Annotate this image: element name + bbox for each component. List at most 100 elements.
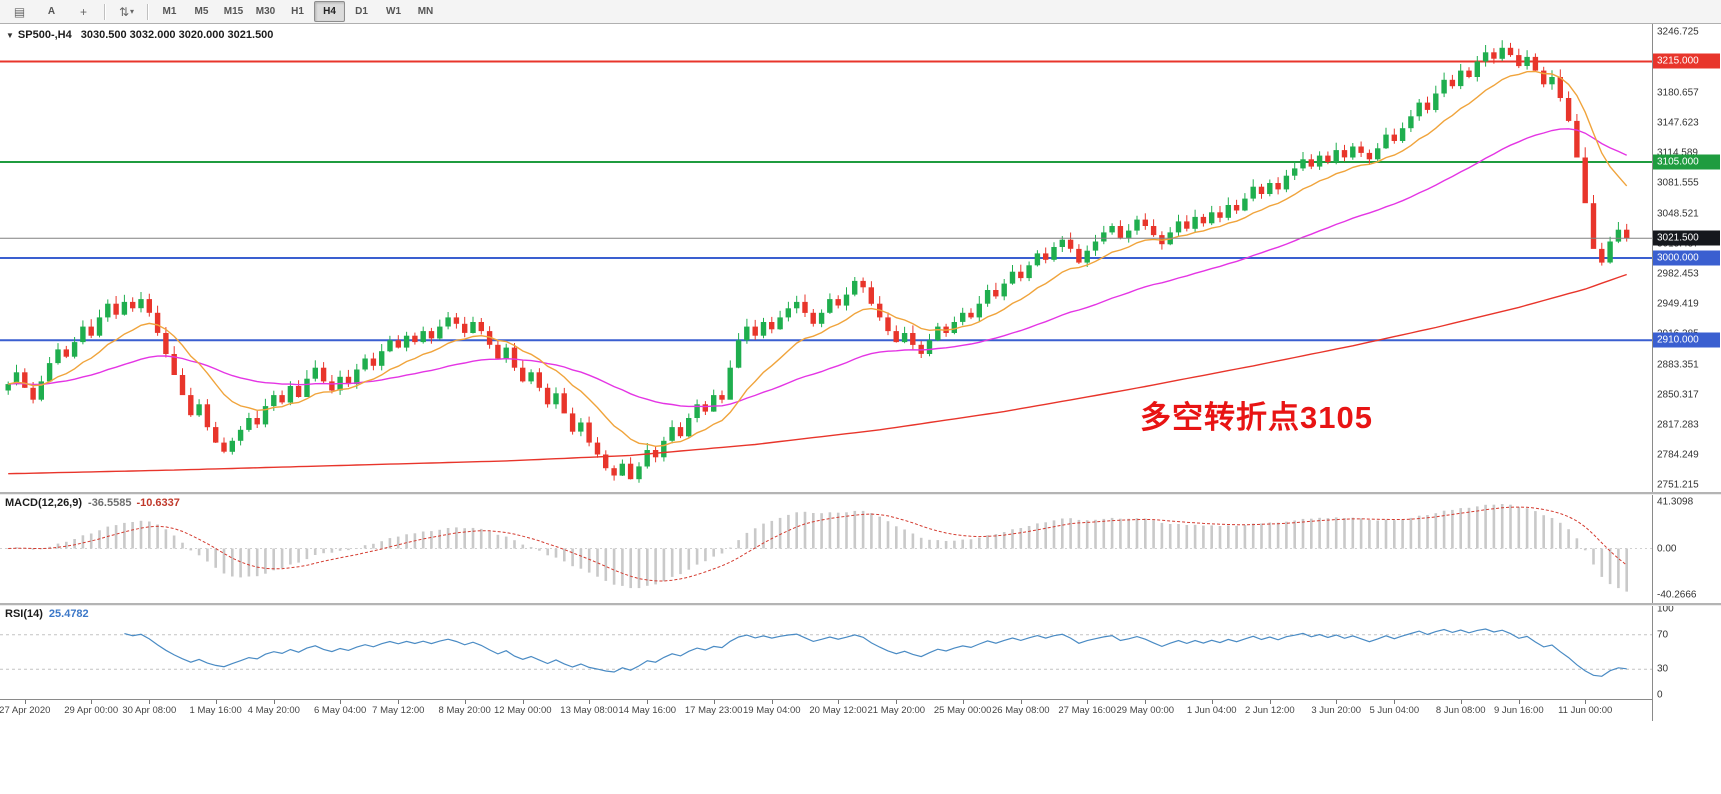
time-label: 27 Apr 2020 [0, 705, 51, 716]
timeframe-d1-button[interactable]: D1 [355, 6, 368, 17]
ma-mid-line [8, 128, 1627, 408]
time-tick [149, 700, 151, 704]
time-tick [1394, 700, 1396, 704]
time-tick [340, 700, 342, 704]
price-badge: 3021.500 [1653, 230, 1720, 246]
time-label: 20 May 12:00 [809, 705, 867, 716]
time-tick [1145, 700, 1147, 704]
macd-panel[interactable] [0, 494, 1652, 603]
timeframe-h4-button[interactable]: H4 [314, 1, 345, 22]
axis-price-label: 0.00 [1657, 543, 1677, 554]
price-axis[interactable]: 3246.7253213.6913180.6573147.6233114.589… [1652, 24, 1721, 721]
axis-price-label: 100 [1657, 603, 1674, 615]
axis-price-label: 41.3098 [1657, 496, 1694, 508]
toolbar: ▤ A + ⇅ ▾ M1 M5 M15 M30 H1 H4 D1 W1 MN [0, 0, 1721, 24]
time-tick [215, 700, 217, 704]
time-tick [464, 700, 466, 704]
time-label: 9 Jun 16:00 [1493, 705, 1544, 716]
axis-price-label: 3048.521 [1657, 208, 1699, 220]
timeframe-m5-button[interactable]: M5 [194, 6, 209, 17]
time-tick [1518, 700, 1520, 704]
price-badge: 3215.000 [1653, 53, 1720, 69]
time-label: 14 May 16:00 [618, 705, 677, 716]
timeframe-h1-button[interactable]: H1 [291, 6, 304, 17]
price-badge: 2910.000 [1653, 332, 1720, 348]
time-tick [398, 700, 400, 704]
time-tick [1336, 700, 1338, 704]
timeframe-mn-button[interactable]: MN [417, 6, 434, 17]
panel-splitter[interactable] [0, 492, 1721, 495]
timeframe-w1-button[interactable]: W1 [386, 6, 401, 17]
time-label: 8 May 20:00 [438, 705, 491, 716]
panel-splitter[interactable] [0, 603, 1721, 606]
axis-price-label: 2817.283 [1657, 419, 1699, 431]
time-tick [1585, 700, 1587, 704]
time-label: 25 May 00:00 [933, 705, 992, 716]
time-tick [896, 700, 898, 704]
axis-price-label: 3180.657 [1657, 87, 1699, 99]
time-label: 1 May 16:00 [189, 705, 242, 716]
price-badge: 3000.000 [1653, 250, 1720, 266]
axis-price-label: 2883.351 [1657, 359, 1699, 371]
axis-price-label: -40.2666 [1657, 589, 1697, 601]
time-label: 3 Jun 20:00 [1311, 705, 1362, 716]
time-label: 21 May 20:00 [867, 705, 926, 716]
objects-dropdown-button[interactable]: ⇅ ▾ [111, 1, 142, 22]
symbol-period-label: SP500-,H4 [17, 29, 72, 41]
time-tick [273, 700, 275, 704]
time-tick [771, 700, 773, 704]
timeframe-m30-button[interactable]: M30 [255, 6, 276, 17]
arrows-icon: ⇅ [118, 4, 130, 19]
toolbar-separator [104, 3, 106, 20]
time-tick [1460, 700, 1462, 704]
time-tick [24, 700, 26, 704]
axis-price-label: 3081.555 [1657, 177, 1699, 189]
axis-price-label: 2949.419 [1657, 298, 1699, 310]
chart-grid-icon[interactable]: ▤ [13, 4, 26, 19]
axis-price-label: 3114.589 [1657, 147, 1698, 159]
time-tick [1211, 700, 1213, 704]
time-label: 7 May 12:00 [372, 705, 425, 716]
time-tick [1020, 700, 1022, 704]
time-tick [962, 700, 964, 704]
timeframe-m1-button[interactable]: M1 [162, 6, 177, 17]
time-tick [647, 700, 649, 704]
time-label: 29 Apr 00:00 [64, 705, 119, 716]
axis-price-label: 2751.215 [1657, 479, 1699, 491]
time-label: 26 May 08:00 [992, 705, 1050, 716]
price-badge: 3105.000 [1653, 154, 1720, 170]
time-label: 13 May 08:00 [560, 705, 618, 716]
time-label: 4 May 20:00 [247, 705, 300, 716]
axis-price-label: 30 [1657, 663, 1669, 675]
macd-histogram [6, 504, 1628, 592]
cursor-tool-button[interactable]: A [47, 6, 56, 17]
macd-signal-value: -10.6337 [136, 497, 180, 509]
time-tick [838, 700, 840, 704]
time-tick [589, 700, 591, 704]
time-label: 12 May 00:00 [494, 705, 552, 716]
axis-price-label: 2982.453 [1657, 268, 1699, 280]
time-label: 8 Jun 08:00 [1435, 705, 1486, 716]
time-label: 1 Jun 04:00 [1186, 705, 1237, 716]
time-tick [1087, 700, 1089, 704]
rsi-indicator-label: RSI(14) 25.4782 [5, 608, 89, 620]
ma-slow-line [8, 273, 1627, 475]
axis-price-label: 70 [1657, 629, 1669, 641]
rsi-panel[interactable] [0, 605, 1652, 699]
time-tick [713, 700, 715, 704]
chart-header: ▼ SP500-,H4 3030.500 3032.000 3020.000 302… [6, 29, 273, 41]
time-label: 30 Apr 08:00 [122, 705, 177, 716]
candlestick-chart[interactable] [0, 24, 1652, 492]
time-label: 5 Jun 04:00 [1369, 705, 1420, 716]
time-axis[interactable]: 27 Apr 2020 29 Apr 00:00 30 Apr 08:00 1 May… [0, 699, 1652, 721]
axis-price-label: 3246.725 [1657, 26, 1699, 38]
ma-fast-line [8, 70, 1628, 448]
crosshair-tool-button[interactable]: + [79, 4, 87, 19]
collapse-triangle-icon[interactable]: ▼ [6, 31, 14, 40]
timeframe-m15-button[interactable]: M15 [223, 6, 244, 17]
time-label: 2 Jun 12:00 [1244, 705, 1295, 716]
annotation-text: 多空转折点3105 [1140, 400, 1373, 435]
rsi-line [124, 628, 1627, 677]
time-label: 17 May 23:00 [684, 705, 743, 716]
ohlc-values: 3030.500 3032.000 3020.000 3021.500 [80, 29, 274, 41]
